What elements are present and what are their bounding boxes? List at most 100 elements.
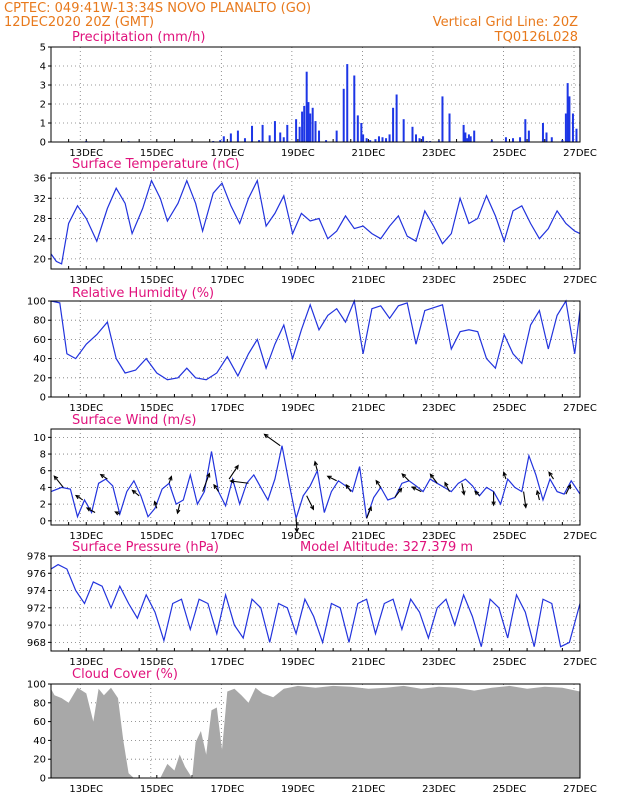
precip-bar	[418, 138, 421, 142]
precip-bar	[441, 96, 444, 142]
rh-ytick-label: 20	[33, 373, 46, 384]
wind-vector-head	[444, 481, 449, 487]
precip-bar	[305, 71, 308, 142]
temp-xtick-label: 25DEC	[493, 275, 527, 286]
precip-bar	[307, 102, 310, 142]
precip-panel-frame	[50, 46, 581, 143]
rh-xtick-label: 19DEC	[281, 403, 315, 414]
wind-vector	[75, 494, 84, 501]
pressure-ytick-label: 968	[27, 638, 46, 649]
precip-bar	[295, 119, 298, 142]
pressure-ytick-label: 978	[27, 552, 46, 563]
wind-vector	[228, 465, 239, 480]
temp-ytick-label: 28	[33, 214, 46, 225]
precip-bar	[314, 121, 317, 142]
precip-ytick-label: 3	[40, 81, 46, 92]
precip-bar	[318, 130, 321, 142]
rh-title: Relative Humidity (%)	[72, 286, 214, 301]
precip-bar	[362, 134, 365, 142]
precip-bar	[411, 126, 414, 142]
wind-ytick-label: 0	[40, 516, 46, 527]
precip-ytick-label: 5	[40, 43, 46, 54]
rh-ytick-label: 40	[33, 354, 46, 365]
precip-bar	[469, 136, 472, 142]
cloud-ytick-label: 80	[33, 698, 46, 709]
wind-vector	[345, 484, 352, 492]
precip-bar	[388, 134, 391, 142]
wind-vector	[264, 433, 281, 447]
rh-series-line	[50, 298, 581, 381]
wind-xtick-label: 17DEC	[210, 531, 244, 542]
temp-xtick-label: 27DEC	[563, 275, 597, 286]
rh-ytick-label: 100	[27, 297, 46, 308]
pressure-xtick-label: 25DEC	[493, 657, 527, 668]
wind-vector	[375, 480, 382, 488]
precip-bar	[369, 140, 372, 142]
wind-vector	[230, 480, 249, 484]
wind-xtick-label: 19DEC	[281, 531, 315, 542]
precip-bar	[356, 115, 359, 142]
wind-vector-head	[114, 511, 120, 516]
precip-ytick-label: 4	[40, 62, 46, 73]
rh-xtick-label: 15DEC	[140, 403, 174, 414]
pressure-xtick-label: 23DEC	[422, 657, 456, 668]
precip-bar	[464, 132, 467, 142]
wind-vector	[100, 474, 108, 480]
precip-bar	[395, 94, 398, 142]
temp-series-line	[50, 178, 581, 265]
wind-vector-head	[168, 475, 173, 481]
rh-xtick-label: 25DEC	[493, 403, 527, 414]
wind-vector	[394, 488, 403, 498]
precip-bar	[462, 124, 465, 142]
rh-panel-frame	[50, 300, 581, 398]
precip-bar	[273, 121, 276, 142]
temp-xtick-label: 17DEC	[210, 275, 244, 286]
precip-bar	[219, 140, 222, 142]
precip-bar	[377, 136, 380, 142]
precip-ytick-label: 1	[40, 119, 46, 130]
wind-vector-head	[213, 483, 218, 489]
wind-ytick-label: 8	[40, 450, 46, 461]
precip-xtick-label: 17DEC	[210, 148, 244, 159]
precip-bar	[568, 96, 571, 142]
precip-bar	[243, 138, 246, 142]
wind-vector-head	[99, 473, 105, 479]
precip-bar	[261, 124, 264, 142]
precip-bar	[490, 140, 493, 142]
precip-xtick-label: 25DEC	[493, 148, 527, 159]
rh-xtick-label: 21DEC	[352, 403, 386, 414]
precip-bar	[374, 139, 377, 142]
wind-vector-head	[411, 486, 417, 491]
precip-xtick-label: 23DEC	[422, 148, 456, 159]
wind-vector-head	[491, 501, 496, 507]
cloud-xtick-label: 13DEC	[69, 784, 103, 795]
pressure-model-altitude: Model Altitude: 327.379 m	[300, 540, 473, 555]
wind-vector	[213, 484, 219, 492]
precip-bar	[466, 138, 469, 142]
pressure-xtick-label: 15DEC	[140, 657, 174, 668]
temp-title: Surface Temperature (nC)	[72, 157, 240, 172]
wind-vector	[536, 490, 540, 501]
precip-bar	[541, 123, 544, 142]
cloud-ytick-label: 60	[33, 717, 46, 728]
precip-bar	[365, 138, 368, 142]
precip-bar	[335, 130, 338, 142]
precip-bar	[415, 134, 418, 142]
wind-vector-head	[367, 505, 372, 512]
wind-vector-head	[313, 460, 319, 466]
precip-bar	[448, 113, 451, 142]
wind-vector-head	[461, 490, 466, 496]
wind-vector-head	[131, 489, 137, 495]
temp-xtick-label: 15DEC	[140, 275, 174, 286]
precip-bar	[571, 113, 574, 142]
wind-vector	[202, 473, 210, 492]
precip-bar	[504, 137, 507, 142]
precip-bar	[342, 88, 345, 142]
wind-vector-head	[85, 507, 92, 512]
pressure-title: Surface Pressure (hPa)	[72, 540, 219, 555]
wind-vector	[132, 489, 140, 497]
wind-xtick-label: 21DEC	[352, 531, 386, 542]
precip-bar	[309, 113, 312, 142]
cloud-xtick-label: 23DEC	[422, 784, 456, 795]
